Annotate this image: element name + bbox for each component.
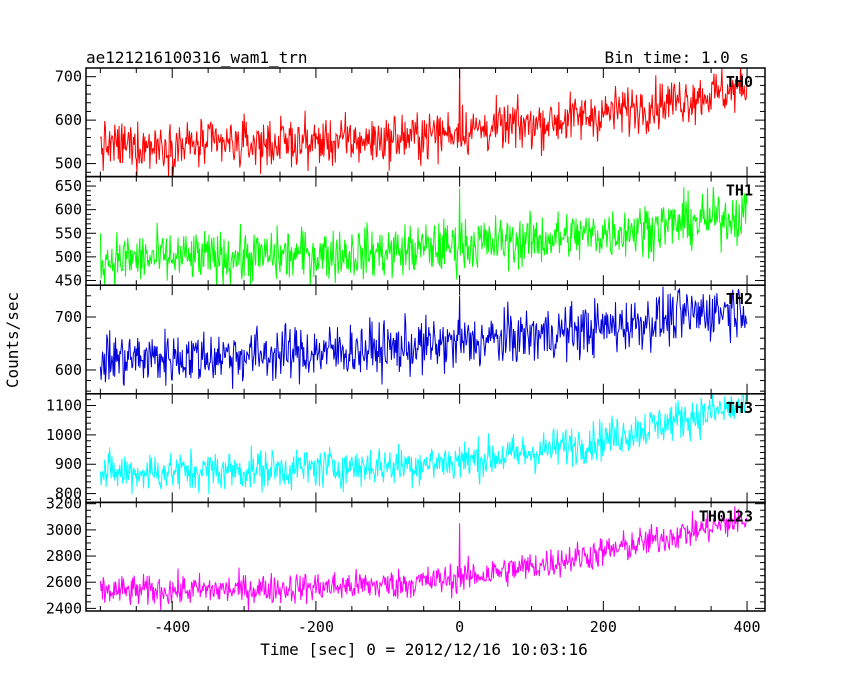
panel-th1-ytick-label: 500 [55, 248, 82, 266]
panel-th1-ytick-label: 550 [55, 224, 82, 242]
panel-th0-ytick-label: 700 [55, 68, 82, 86]
panel-th1-ytick-label: 450 [55, 271, 82, 289]
x-tick-label: -400 [154, 618, 190, 636]
panel-th1-ytick-label: 650 [55, 177, 82, 195]
bin-time-label: Bin time: 1.0 s [605, 48, 750, 67]
y-axis-label: Counts/sec [3, 292, 22, 388]
series-th3-curve [99, 393, 748, 495]
panel-th3-ytick-label: 800 [55, 485, 82, 503]
x-tick-label: -200 [298, 618, 334, 636]
x-tick-label: 0 [455, 618, 464, 636]
panel-th0-ytick-label: 500 [55, 155, 82, 173]
panel-th3-name: TH3 [726, 399, 753, 417]
x-tick-label: 200 [590, 618, 617, 636]
panel-th0123-ytick-label: 2600 [46, 573, 82, 591]
x-axis-label: Time [sec] 0 = 2012/12/16 10:03:16 [260, 640, 588, 659]
panel-th3-ytick-label: 1000 [46, 426, 82, 444]
curves-layer [99, 68, 748, 611]
panel-th0123-frame [85, 501, 766, 612]
panel-th0123-name: TH0123 [699, 507, 753, 525]
series-th0123-curve [99, 506, 748, 611]
panel-th0123-ytick-label: 2800 [46, 547, 82, 565]
panel-th1-ytick-label: 600 [55, 201, 82, 219]
panel-th0123-ytick-label: 3000 [46, 521, 82, 539]
series-th2-curve [99, 286, 748, 389]
panel-th0123-ytick-label: 3200 [46, 495, 82, 513]
panel-th2-ytick-label: 600 [55, 361, 82, 379]
panel-th0123-ytick-label: 2400 [46, 599, 82, 617]
panel-th2-ytick-label: 700 [55, 308, 82, 326]
x-tick-label: 400 [733, 618, 760, 636]
panel-th0-ytick-label: 600 [55, 111, 82, 129]
labels-layer: ae121216100316_wam1_trn Bin time: 1.0 s … [3, 48, 749, 659]
frames-layer: 500 600 700 TH0 450 500 550 600 650 TH1 600 700 TH2 8… [46, 67, 766, 636]
series-th1-curve [99, 186, 748, 286]
series-th0-curve [99, 68, 748, 177]
panel-th3-ytick-label: 900 [55, 455, 82, 473]
panel-th0-name: TH0 [726, 73, 753, 91]
panel-th0-frame [85, 67, 766, 178]
panel-th1-name: TH1 [726, 182, 753, 200]
panel-th3-frame [85, 393, 766, 504]
panel-th3-ytick-label: 1100 [46, 397, 82, 415]
chart-title: ae121216100316_wam1_trn [86, 48, 308, 67]
panel-th2-name: TH2 [726, 290, 753, 308]
